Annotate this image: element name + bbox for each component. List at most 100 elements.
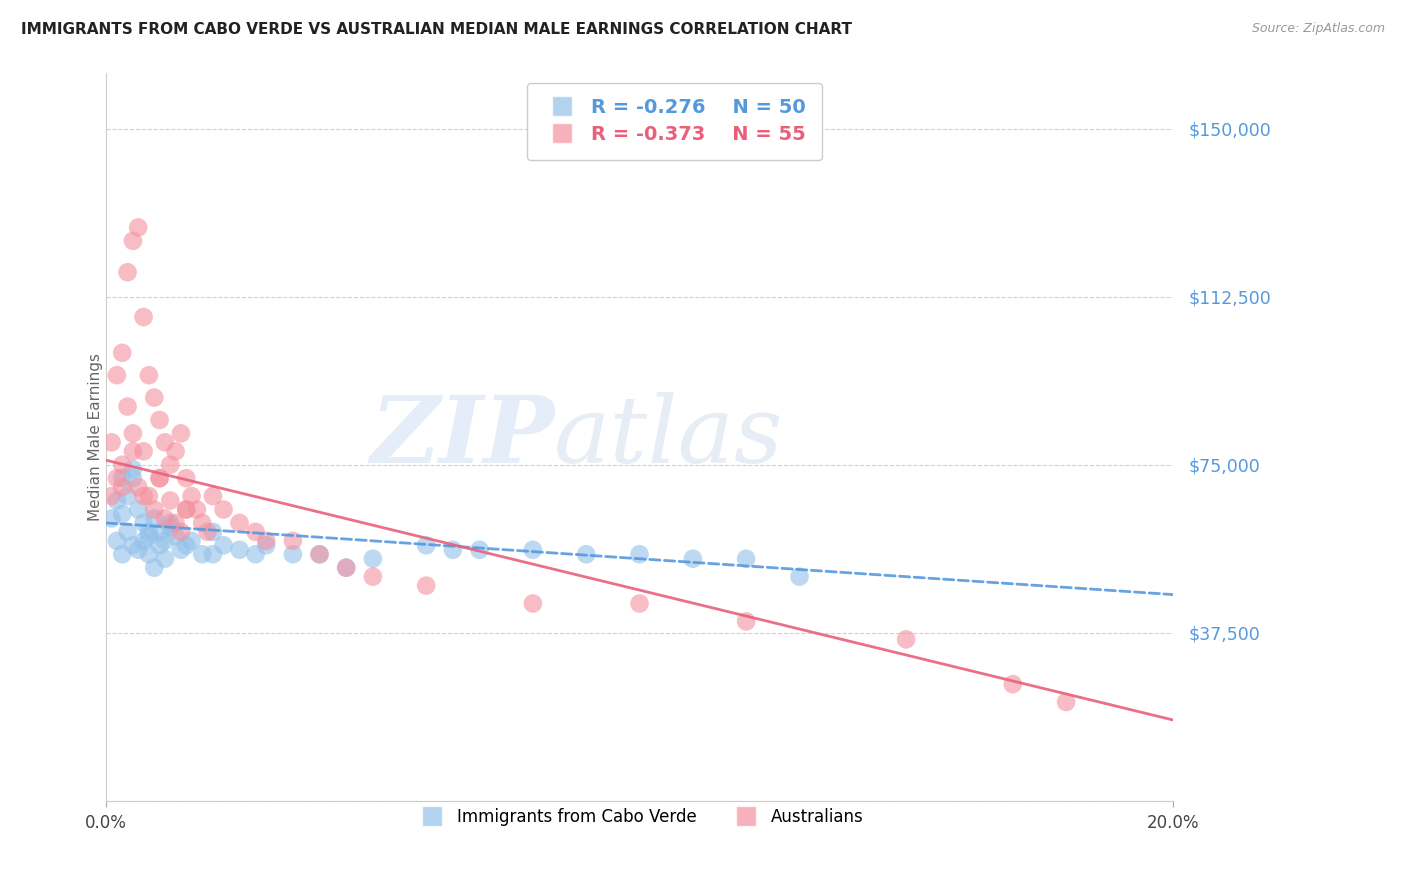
Legend: Immigrants from Cabo Verde, Australians: Immigrants from Cabo Verde, Australians (408, 801, 870, 832)
Point (148, 538, 170, 552)
Point (111, 458, 134, 472)
Point (138, 489, 160, 503)
Point (143, 511, 166, 525)
Point (111, 346, 134, 360)
Point (180, 533, 202, 548)
Point (105, 493, 128, 508)
Point (174, 502, 197, 516)
Point (117, 524, 139, 539)
Point (281, 533, 304, 548)
Point (127, 480, 149, 494)
Point (335, 560, 357, 574)
Point (174, 471, 197, 485)
Point (281, 547, 304, 561)
Point (212, 538, 235, 552)
Point (174, 502, 197, 516)
Point (165, 516, 187, 530)
Point (117, 400, 139, 414)
Point (308, 547, 330, 561)
Point (127, 542, 149, 557)
Point (138, 529, 160, 543)
Point (105, 533, 128, 548)
Point (361, 569, 384, 583)
Point (148, 413, 170, 427)
Point (143, 560, 166, 574)
Point (165, 444, 187, 458)
Point (441, 542, 464, 557)
Point (159, 520, 181, 534)
Point (894, 632, 917, 647)
Point (153, 533, 176, 548)
Point (228, 516, 250, 530)
Point (100, 511, 122, 525)
Point (575, 547, 598, 561)
Point (105, 368, 128, 383)
Point (174, 538, 197, 552)
Point (148, 471, 170, 485)
Point (132, 444, 155, 458)
Point (100, 435, 122, 450)
Point (228, 542, 250, 557)
Point (682, 551, 704, 566)
Point (132, 310, 155, 324)
Point (254, 538, 277, 552)
Point (212, 502, 235, 516)
Point (153, 551, 176, 566)
Point (335, 560, 357, 574)
Point (361, 551, 384, 566)
Point (186, 502, 208, 516)
Point (201, 524, 224, 539)
Point (122, 462, 145, 476)
Point (415, 538, 437, 552)
Point (148, 471, 170, 485)
Point (132, 533, 155, 548)
Text: IMMIGRANTS FROM CABO VERDE VS AUSTRALIAN MEDIAN MALE EARNINGS CORRELATION CHART: IMMIGRANTS FROM CABO VERDE VS AUSTRALIAN… (21, 22, 852, 37)
Point (148, 524, 170, 539)
Text: Source: ZipAtlas.com: Source: ZipAtlas.com (1251, 22, 1385, 36)
Point (138, 524, 160, 539)
Point (143, 391, 166, 405)
Point (170, 542, 193, 557)
Point (245, 524, 267, 539)
Point (127, 220, 149, 235)
Point (111, 547, 134, 561)
Point (180, 489, 202, 503)
Point (132, 516, 155, 530)
Point (153, 511, 176, 525)
Point (143, 502, 166, 516)
Point (522, 597, 544, 611)
Point (165, 529, 187, 543)
Point (122, 538, 145, 552)
Point (111, 507, 134, 521)
Y-axis label: Median Male Earnings: Median Male Earnings (87, 352, 103, 521)
Point (170, 524, 193, 539)
Point (201, 489, 224, 503)
Point (735, 551, 758, 566)
Text: ZIP: ZIP (370, 392, 554, 482)
Point (191, 547, 214, 561)
Point (245, 547, 267, 561)
Point (159, 493, 181, 508)
Point (122, 471, 145, 485)
Point (122, 444, 145, 458)
Point (628, 547, 651, 561)
Point (522, 542, 544, 557)
Point (197, 524, 219, 539)
Point (415, 579, 437, 593)
Point (628, 597, 651, 611)
Point (1001, 677, 1024, 691)
Point (201, 547, 224, 561)
Point (254, 533, 277, 548)
Point (111, 471, 134, 485)
Point (111, 480, 134, 494)
Point (1054, 695, 1077, 709)
Point (153, 435, 176, 450)
Point (170, 426, 193, 441)
Point (159, 458, 181, 472)
Point (191, 516, 214, 530)
Point (789, 569, 811, 583)
Point (122, 426, 145, 441)
Point (735, 615, 758, 629)
Point (308, 547, 330, 561)
Point (138, 368, 160, 383)
